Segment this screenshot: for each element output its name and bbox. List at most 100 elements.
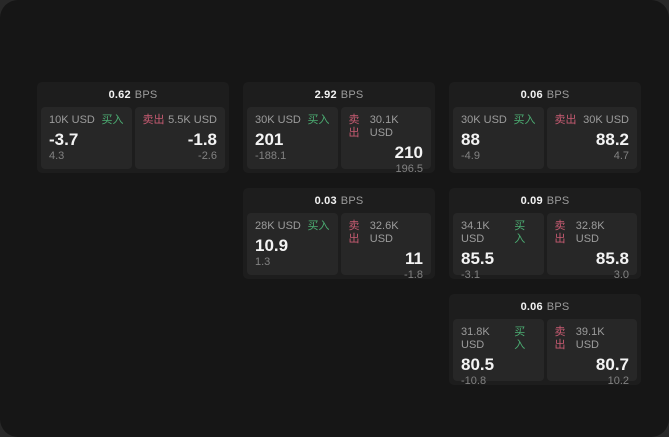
buy-amount: 31.8K USD — [461, 326, 490, 351]
buy-side-label: 买入 — [307, 114, 330, 126]
sell-sub-value: -1.8 — [404, 269, 423, 281]
sell-panel[interactable]: 卖出 39.1K USD 80.7 10.2 — [546, 319, 637, 387]
bps-unit-label: BPS — [134, 88, 158, 101]
sell-top-row: 卖出 39.1K USD — [555, 326, 630, 352]
quote-panels: 28K USD 买入 10.9 1.3 卖出 32.6K USD 11 -1.8 — [247, 213, 431, 281]
buy-top-row: 31.8K USD 买入 — [461, 326, 536, 352]
sell-panel[interactable]: 卖出 32.8K USD 85.8 3.0 — [546, 213, 637, 281]
sell-price: 88.2 — [595, 130, 629, 149]
sell-amount: 30.1K USD — [369, 114, 399, 139]
quote-card: 0.03 BPS 28K USD 买入 10.9 1.3 卖出 32.6K US… — [243, 188, 435, 281]
sell-sub-value: 10.2 — [607, 375, 629, 387]
sell-top-row: 卖出 30.1K USD — [349, 114, 424, 140]
sell-top-row: 卖出 32.8K USD — [555, 220, 630, 246]
sell-sub-value: 4.7 — [613, 150, 629, 162]
buy-sub-value: -188.1 — [255, 150, 287, 162]
quote-card: 0.06 BPS 31.8K USD 买入 80.5 -10.8 卖出 39.1… — [449, 294, 641, 387]
buy-amount: 28K USD — [255, 220, 301, 232]
buy-panel[interactable]: 31.8K USD 买入 80.5 -10.8 — [453, 319, 544, 387]
bps-unit-label: BPS — [546, 300, 570, 313]
buy-top-row: 30K USD 买入 — [255, 114, 330, 127]
buy-side-label: 买入 — [101, 114, 124, 126]
bps-value: 0.06 — [520, 88, 543, 101]
sell-price: 85.8 — [595, 249, 629, 268]
card-header: 0.06 BPS — [453, 294, 637, 319]
buy-panel[interactable]: 34.1K USD 买入 85.5 -3.1 — [453, 213, 544, 281]
card-header: 0.09 BPS — [453, 188, 637, 213]
buy-panel[interactable]: 10K USD 买入 -3.7 4.3 — [41, 107, 132, 169]
buy-price: 85.5 — [461, 249, 495, 268]
sell-top-row: 卖出 5.5K USD — [143, 114, 218, 127]
card-header: 0.62 BPS — [41, 82, 225, 107]
bps-value: 0.09 — [520, 194, 543, 207]
sell-amount: 5.5K USD — [168, 114, 217, 126]
sell-side-label: 卖出 — [348, 220, 360, 245]
card-header: 2.92 BPS — [247, 82, 431, 107]
bps-value: 0.03 — [314, 194, 337, 207]
sell-side-label: 卖出 — [554, 114, 577, 126]
sell-amount: 39.1K USD — [575, 326, 605, 351]
buy-amount: 30K USD — [461, 114, 507, 126]
sell-sub-value: 3.0 — [613, 269, 629, 281]
buy-sub-value: -3.1 — [461, 269, 480, 281]
bps-unit-label: BPS — [546, 194, 570, 207]
buy-panel[interactable]: 28K USD 买入 10.9 1.3 — [247, 213, 338, 275]
card-header: 0.06 BPS — [453, 82, 637, 107]
bps-unit-label: BPS — [340, 194, 364, 207]
buy-side-label: 买入 — [307, 220, 330, 232]
sell-side-label: 卖出 — [554, 326, 566, 351]
buy-sub-value: -10.8 — [461, 375, 487, 387]
buy-side-label: 买入 — [514, 326, 526, 351]
buy-amount: 10K USD — [49, 114, 95, 126]
buy-top-row: 28K USD 买入 — [255, 220, 330, 233]
buy-price: 10.9 — [255, 236, 289, 255]
sell-amount: 32.8K USD — [575, 220, 605, 245]
sell-top-row: 卖出 32.6K USD — [349, 220, 424, 246]
sell-panel[interactable]: 卖出 30K USD 88.2 4.7 — [546, 107, 637, 169]
quote-grid: 0.62 BPS 10K USD 买入 -3.7 4.3 卖出 5.5K USD… — [37, 82, 641, 387]
quote-panels: 31.8K USD 买入 80.5 -10.8 卖出 39.1K USD 80.… — [453, 319, 637, 387]
sell-panel[interactable]: 卖出 30.1K USD 210 196.5 — [340, 107, 431, 175]
buy-sub-value: 4.3 — [49, 150, 65, 162]
quote-panels: 30K USD 买入 88 -4.9 卖出 30K USD 88.2 4.7 — [453, 107, 637, 169]
buy-sub-value: 1.3 — [255, 256, 271, 268]
sell-side-label: 卖出 — [554, 220, 566, 245]
buy-top-row: 30K USD 买入 — [461, 114, 536, 127]
buy-amount: 34.1K USD — [461, 220, 490, 245]
sell-price: -1.8 — [187, 130, 217, 149]
quote-card: 2.92 BPS 30K USD 买入 201 -188.1 卖出 30.1K … — [243, 82, 435, 175]
sell-amount: 30K USD — [583, 114, 629, 126]
card-header: 0.03 BPS — [247, 188, 431, 213]
sell-sub-value: 196.5 — [395, 163, 423, 175]
buy-amount: 30K USD — [255, 114, 301, 126]
quote-panels: 10K USD 买入 -3.7 4.3 卖出 5.5K USD -1.8 -2.… — [41, 107, 225, 169]
buy-panel[interactable]: 30K USD 买入 201 -188.1 — [247, 107, 338, 169]
sell-sub-value: -2.6 — [198, 150, 217, 162]
quote-card: 0.06 BPS 30K USD 买入 88 -4.9 卖出 30K USD 8… — [449, 82, 641, 173]
quote-card: 0.09 BPS 34.1K USD 买入 85.5 -3.1 卖出 32.8K… — [449, 188, 641, 281]
sell-panel[interactable]: 卖出 32.6K USD 11 -1.8 — [340, 213, 431, 281]
buy-top-row: 10K USD 买入 — [49, 114, 124, 127]
buy-sub-value: -4.9 — [461, 150, 480, 162]
sell-amount: 32.6K USD — [369, 220, 399, 245]
quote-panels: 30K USD 买入 201 -188.1 卖出 30.1K USD 210 1… — [247, 107, 431, 175]
sell-side-label: 卖出 — [142, 114, 165, 126]
buy-price: 201 — [255, 130, 284, 149]
buy-panel[interactable]: 30K USD 买入 88 -4.9 — [453, 107, 544, 169]
sell-top-row: 卖出 30K USD — [555, 114, 630, 127]
buy-price: -3.7 — [49, 130, 79, 149]
bps-unit-label: BPS — [340, 88, 364, 101]
buy-price: 88 — [461, 130, 480, 149]
buy-side-label: 买入 — [514, 220, 526, 245]
sell-price: 11 — [405, 249, 423, 268]
sell-side-label: 卖出 — [348, 114, 360, 139]
sell-panel[interactable]: 卖出 5.5K USD -1.8 -2.6 — [134, 107, 225, 169]
quote-panels: 34.1K USD 买入 85.5 -3.1 卖出 32.8K USD 85.8… — [453, 213, 637, 281]
sell-price: 80.7 — [595, 355, 629, 374]
sell-price: 210 — [394, 143, 423, 162]
bps-unit-label: BPS — [546, 88, 570, 101]
buy-price: 80.5 — [461, 355, 495, 374]
bps-value: 0.62 — [108, 88, 131, 101]
buy-side-label: 买入 — [513, 114, 536, 126]
